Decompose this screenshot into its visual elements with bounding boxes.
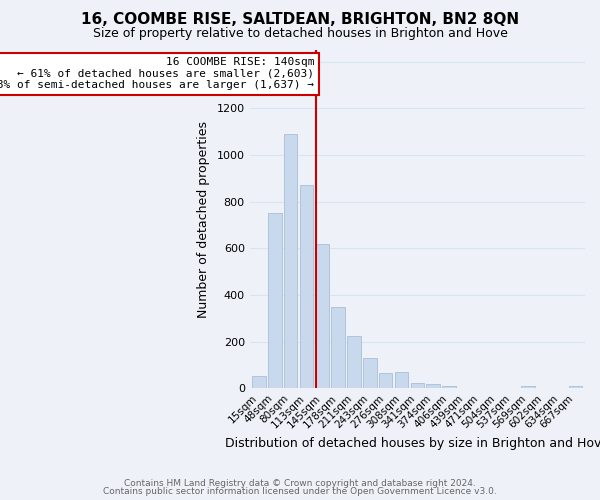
X-axis label: Distribution of detached houses by size in Brighton and Hove: Distribution of detached houses by size … xyxy=(225,437,600,450)
Bar xyxy=(410,382,424,388)
Bar xyxy=(347,336,361,388)
Text: 16, COOMBE RISE, SALTDEAN, BRIGHTON, BN2 8QN: 16, COOMBE RISE, SALTDEAN, BRIGHTON, BN2… xyxy=(81,12,519,28)
Bar xyxy=(427,384,440,388)
Bar xyxy=(253,376,266,388)
Bar xyxy=(442,386,455,388)
Text: 16 COOMBE RISE: 140sqm
← 61% of detached houses are smaller (2,603)
38% of semi-: 16 COOMBE RISE: 140sqm ← 61% of detached… xyxy=(0,57,314,90)
Text: Contains public sector information licensed under the Open Government Licence v3: Contains public sector information licen… xyxy=(103,487,497,496)
Bar xyxy=(268,214,281,388)
Bar xyxy=(331,306,345,388)
Bar xyxy=(284,134,298,388)
Y-axis label: Number of detached properties: Number of detached properties xyxy=(197,120,209,318)
Bar xyxy=(379,373,392,388)
Bar xyxy=(316,244,329,388)
Text: Contains HM Land Registry data © Crown copyright and database right 2024.: Contains HM Land Registry data © Crown c… xyxy=(124,478,476,488)
Bar xyxy=(363,358,377,388)
Text: Size of property relative to detached houses in Brighton and Hove: Size of property relative to detached ho… xyxy=(92,28,508,40)
Bar xyxy=(395,372,408,388)
Bar xyxy=(521,386,535,388)
Bar xyxy=(569,386,582,388)
Bar xyxy=(300,186,313,388)
